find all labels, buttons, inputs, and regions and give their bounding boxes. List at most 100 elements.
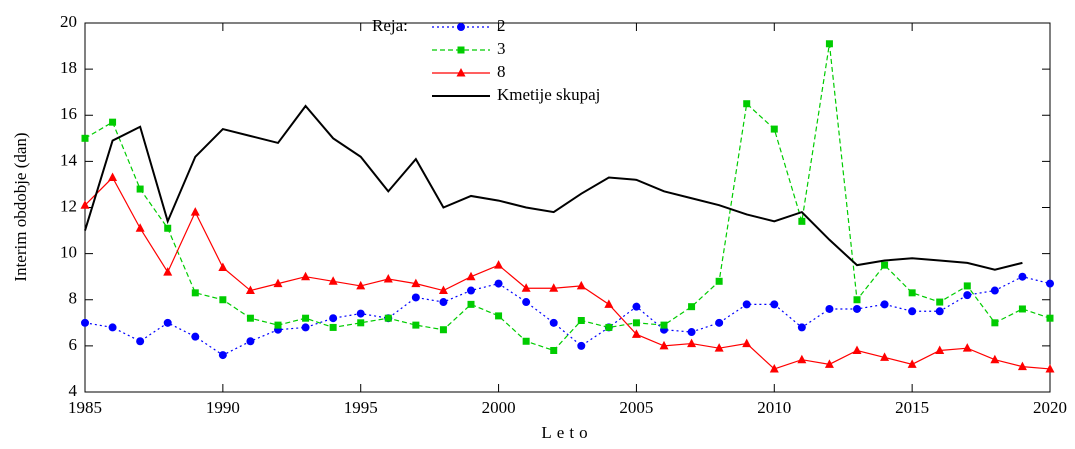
- point: [438, 285, 448, 295]
- point: [550, 346, 558, 354]
- point: [743, 100, 751, 108]
- point: [1018, 305, 1026, 313]
- point: [411, 278, 421, 288]
- point: [273, 278, 283, 288]
- point: [688, 303, 696, 311]
- legend-title: Reja:: [372, 16, 408, 35]
- point: [81, 318, 89, 327]
- point: [1046, 279, 1054, 288]
- point: [605, 323, 613, 331]
- legend-label: 3: [497, 39, 506, 58]
- point: [328, 276, 338, 285]
- point: [577, 341, 586, 350]
- point: [936, 298, 944, 306]
- point: [383, 273, 393, 283]
- point: [880, 300, 889, 309]
- point: [495, 312, 503, 320]
- point: [302, 314, 310, 322]
- series-line: [84, 104, 1023, 271]
- point: [80, 200, 90, 209]
- point: [329, 314, 338, 323]
- point: [109, 118, 117, 126]
- point: [770, 300, 779, 309]
- x-tick-label: 2020: [1033, 398, 1067, 417]
- legend-marker: [457, 46, 465, 54]
- x-tick-label: 2010: [757, 398, 791, 417]
- x-axis-label: Leto: [541, 423, 592, 442]
- point: [494, 260, 504, 269]
- point: [246, 314, 254, 322]
- y-tick-label: 6: [69, 335, 78, 354]
- plot-frame: [84, 22, 1051, 393]
- point: [825, 304, 834, 313]
- point: [411, 293, 420, 302]
- x-tick-label: 1985: [68, 398, 102, 417]
- point: [770, 125, 778, 133]
- point: [135, 223, 145, 232]
- point: [412, 321, 420, 329]
- point: [962, 343, 972, 352]
- point: [963, 282, 971, 290]
- point: [301, 323, 310, 332]
- point: [549, 283, 559, 292]
- point: [604, 299, 614, 308]
- point: [742, 338, 752, 348]
- point: [301, 271, 311, 281]
- point: [824, 359, 834, 368]
- x-tick-label: 2015: [895, 398, 929, 417]
- point: [853, 296, 861, 304]
- point: [825, 40, 833, 48]
- point: [576, 280, 586, 290]
- point: [136, 337, 145, 346]
- series-line: [84, 276, 1051, 356]
- point: [963, 291, 972, 300]
- point: [190, 207, 200, 216]
- point: [522, 298, 531, 307]
- point: [853, 304, 861, 313]
- point: [218, 262, 228, 271]
- y-tick-label: 12: [60, 196, 77, 215]
- point: [494, 279, 503, 288]
- point: [108, 172, 118, 182]
- point: [1045, 363, 1055, 373]
- point: [219, 296, 227, 304]
- point: [274, 321, 282, 329]
- point: [990, 354, 1000, 364]
- point: [163, 267, 173, 276]
- y-tick-label: 14: [60, 150, 78, 169]
- point: [164, 224, 172, 232]
- point: [798, 217, 806, 225]
- point: [990, 286, 999, 295]
- point: [218, 351, 227, 360]
- point: [245, 285, 255, 295]
- y-tick-label: 16: [60, 104, 77, 123]
- point: [329, 323, 337, 331]
- point: [191, 332, 200, 341]
- point: [163, 318, 172, 327]
- point: [769, 363, 779, 373]
- point: [660, 321, 668, 329]
- point: [631, 329, 641, 338]
- y-tick-label: 8: [69, 289, 78, 308]
- point: [439, 326, 447, 334]
- x-tick-label: 2005: [619, 398, 653, 417]
- point: [439, 298, 448, 307]
- legend-label: Kmetije skupaj: [497, 85, 600, 104]
- legend-label: 8: [497, 62, 506, 81]
- point: [687, 338, 697, 348]
- point: [852, 345, 862, 354]
- point: [522, 337, 530, 345]
- x-tick-label: 1990: [206, 398, 240, 417]
- point: [384, 314, 392, 322]
- legend-marker: [457, 23, 465, 31]
- point: [742, 300, 751, 309]
- point: [549, 318, 558, 327]
- point: [577, 317, 585, 325]
- point: [935, 307, 944, 316]
- y-axis-label: Interim obdobje (dan): [11, 132, 30, 281]
- x-tick-label: 2000: [482, 398, 516, 417]
- point: [191, 289, 199, 297]
- point: [908, 307, 917, 316]
- x-tick-label: 1995: [344, 398, 378, 417]
